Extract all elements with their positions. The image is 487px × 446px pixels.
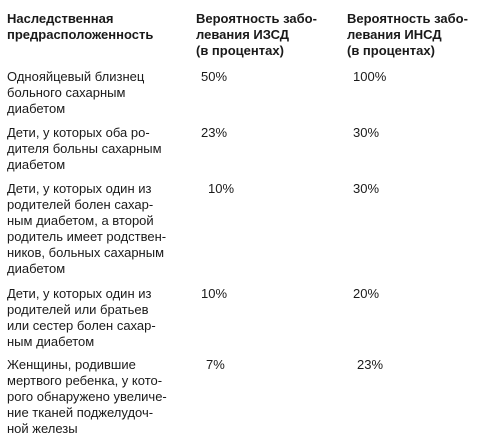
row-1-niddm: 100%	[353, 69, 387, 84]
row-2-iddm: 23%	[201, 125, 228, 140]
row-4-condition: Дети, у которых один из родителей или бр…	[7, 286, 156, 349]
row-3-iddm: 10%	[208, 181, 235, 196]
row-1-iddm: 50%	[201, 69, 228, 84]
row-3-niddm: 30%	[353, 181, 380, 196]
header-niddm-probability: Вероятность забо- левания ИНСД (в процен…	[347, 11, 468, 58]
row-4-iddm: 10%	[201, 286, 228, 301]
header-iddm-probability: Вероятность забо- левания ИЗСД (в процен…	[196, 11, 317, 58]
row-5-niddm: 23%	[357, 357, 384, 372]
header-condition: Наследственная предрасположенность	[7, 11, 154, 42]
row-2-condition: Дети, у которых оба ро- дителя больны са…	[7, 125, 162, 172]
row-3-condition: Дети, у которых один из родителей болен …	[7, 181, 167, 276]
row-5-iddm: 7%	[206, 357, 225, 372]
row-2-niddm: 30%	[353, 125, 380, 140]
row-1-condition: Однояйцевый близнец больного сахарным ди…	[7, 69, 145, 116]
row-5-condition: Женщины, родившие мертвого ребенка, у ко…	[7, 357, 167, 436]
row-4-niddm: 20%	[353, 286, 380, 301]
